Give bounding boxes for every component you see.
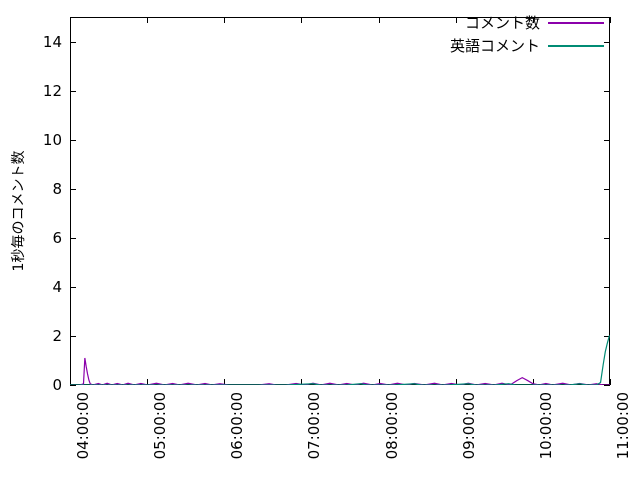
y-tick-mark	[70, 41, 76, 43]
y-tick-mark	[70, 90, 76, 92]
x-tick-mark-top	[147, 17, 149, 23]
y-tick-mark-right	[604, 237, 610, 239]
x-tick-label: 07:00:00	[305, 392, 324, 460]
x-tick-label: 08:00:00	[382, 392, 401, 460]
chart-legend: コメント数英語コメント	[450, 12, 604, 56]
x-tick-mark	[610, 379, 611, 385]
y-tick-mark	[70, 237, 76, 239]
y-tick-label: 4	[52, 277, 62, 296]
x-tick-label: 10:00:00	[536, 392, 555, 460]
y-tick-mark-right	[604, 286, 610, 288]
y-tick-mark	[70, 335, 76, 337]
y-tick-mark	[70, 139, 76, 141]
x-tick-mark	[378, 379, 380, 385]
x-tick-mark-top	[610, 17, 611, 23]
x-tick-mark-top	[224, 17, 226, 23]
y-tick-mark-right	[604, 335, 610, 337]
y-tick-label: 6	[52, 228, 62, 247]
series-line-0	[70, 358, 610, 385]
x-tick-mark	[224, 379, 226, 385]
x-tick-mark-top	[301, 17, 303, 23]
y-tick-label: 12	[42, 81, 62, 100]
x-tick-mark-top	[532, 17, 534, 23]
y-tick-label: 2	[52, 326, 62, 345]
x-tick-label: 04:00:00	[74, 392, 92, 460]
x-tick-mark	[70, 379, 71, 385]
y-tick-label: 0	[52, 376, 62, 394]
y-tick-label: 8	[52, 179, 62, 198]
x-tick-mark	[147, 379, 149, 385]
y-tick-label: 14	[42, 32, 62, 51]
y-tick-mark	[70, 188, 76, 190]
series-line-1	[70, 336, 610, 385]
legend-label: 英語コメント	[449, 37, 540, 55]
x-tick-mark-top	[455, 17, 457, 23]
y-tick-mark-right	[604, 90, 610, 92]
x-tick-mark	[532, 379, 534, 385]
series-plot	[70, 17, 610, 385]
x-tick-mark	[301, 379, 303, 385]
plot-area	[70, 17, 610, 385]
legend-entry: コメント数	[465, 12, 604, 33]
x-tick-label: 11:00:00	[614, 392, 632, 460]
x-tick-label: 05:00:00	[151, 392, 170, 460]
x-tick-mark	[455, 379, 457, 385]
x-tick-label: 09:00:00	[459, 392, 478, 460]
x-tick-mark-top	[378, 17, 380, 23]
legend-entry: 英語コメント	[450, 35, 604, 56]
y-tick-mark	[70, 286, 76, 288]
legend-color-swatch	[548, 21, 604, 24]
y-tick-mark-right	[604, 41, 610, 43]
y-tick-label: 10	[42, 130, 62, 149]
x-tick-mark-top	[70, 17, 71, 23]
legend-label: コメント数	[464, 14, 540, 32]
legend-color-swatch	[548, 44, 604, 47]
x-tick-label: 06:00:00	[228, 392, 247, 460]
y-tick-mark-right	[604, 385, 610, 386]
y-tick-mark-right	[604, 188, 610, 190]
y-tick-mark	[70, 385, 76, 386]
y-tick-mark-right	[604, 139, 610, 141]
